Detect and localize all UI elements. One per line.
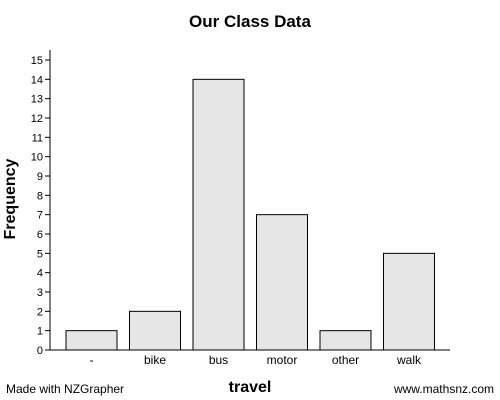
y-tick-label: 3 [37, 287, 43, 299]
x-tick-label: bike [144, 353, 166, 367]
footer-website: www.mathsnz.com [393, 382, 494, 396]
y-tick-label: 10 [31, 152, 43, 164]
bar-bus [192, 78, 245, 351]
x-tick-label: - [90, 353, 94, 367]
bar-none [65, 330, 118, 351]
y-tick-label: 5 [37, 248, 43, 260]
y-tick-label: 14 [31, 74, 43, 86]
bar-bike [129, 310, 181, 351]
bar-motor [256, 214, 308, 351]
x-tick-label: other [332, 353, 359, 367]
y-tick-label: 4 [37, 268, 43, 280]
x-tick-label: motor [267, 353, 298, 367]
y-tick-label: 1 [37, 326, 43, 338]
y-tick-label: 9 [37, 171, 43, 183]
y-tick-label: 8 [37, 190, 43, 202]
x-axis-tick-labels: - bike bus motor other walk [90, 353, 422, 367]
y-tick-label: 7 [37, 210, 43, 222]
y-tick-label: 12 [31, 113, 43, 125]
y-tick-label: 6 [37, 229, 43, 241]
footer-credit: Made with NZGrapher [6, 382, 125, 396]
y-tick-label: 2 [37, 306, 43, 318]
x-tick-label: bus [209, 353, 228, 367]
y-tick-label: 15 [31, 55, 43, 67]
bar-other [319, 330, 372, 351]
bar-walk [383, 252, 435, 351]
y-tick-label: 11 [32, 132, 43, 144]
bars-group [65, 78, 435, 351]
y-tick-label: 13 [31, 94, 43, 106]
x-axis-label: travel [228, 379, 272, 396]
x-tick-label: walk [396, 353, 422, 367]
chart-title: Our Class Data [189, 12, 311, 31]
y-tick-label: 0 [37, 345, 43, 357]
